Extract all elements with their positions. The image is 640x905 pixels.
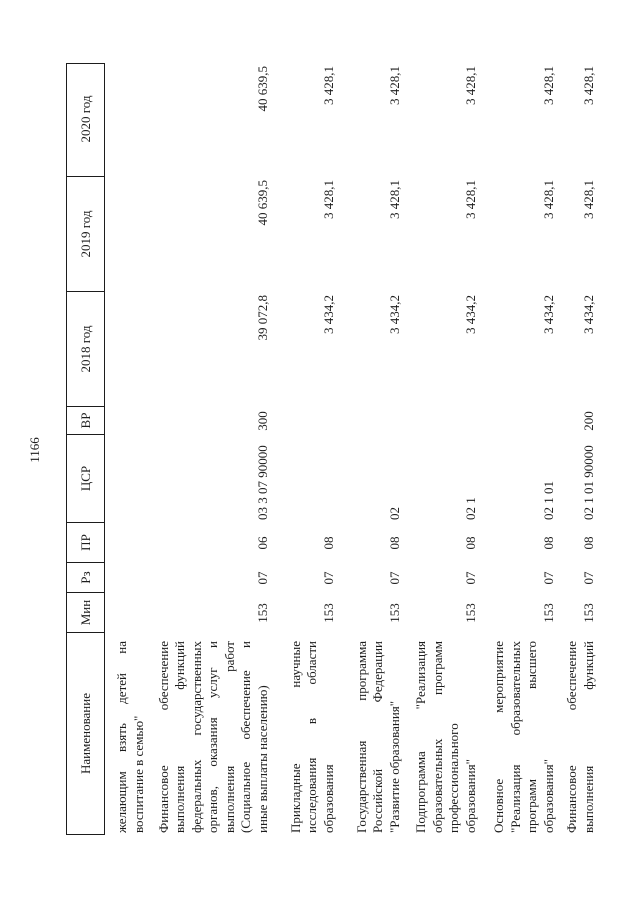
cell-y2020: 3 428,1 — [386, 66, 402, 105]
row-name: Финансовое обеспечение выполнения функций фе… — [155, 641, 270, 833]
cell-y2019: 40 639,5 — [254, 180, 270, 226]
header-cell-2018: 2018 год — [67, 291, 104, 406]
cell-y2018: 3 434,2 — [320, 295, 336, 334]
table-row: Финансовое обеспечение выполнения функций фе… — [147, 63, 271, 835]
cell-min: 153 — [580, 603, 596, 623]
cell-rz: 07 — [580, 571, 596, 585]
cell-min: 153 — [386, 603, 402, 623]
cell-rz: 07 — [462, 571, 478, 585]
cell-min: 153 — [320, 603, 336, 623]
cell-y2018: 39 072,8 — [254, 295, 270, 341]
header-cell-2019: 2019 год — [67, 176, 104, 291]
header-cell-2020: 2020 год — [77, 95, 93, 143]
cell-rz: 07 — [386, 571, 402, 585]
cell-min: 153 — [462, 603, 478, 623]
row-name: Подпрограмма "Реализация образовательных пр… — [413, 641, 478, 833]
row-name: желающим взять детей на воспитание в семью" — [114, 641, 146, 833]
table-row: Государственная программа Российской Федера… — [337, 63, 403, 835]
cell-y2020: 40 639,5 — [254, 66, 270, 112]
row-name: Государственная программа Российской Федера… — [353, 641, 402, 833]
cell-csr: 02 1 01 90000 — [580, 445, 596, 520]
cell-pr: 08 — [386, 536, 402, 550]
cell-csr: 02 1 — [462, 497, 478, 520]
row-name: Основное мероприятие "Реализация образовате… — [491, 641, 556, 833]
header-cell-name: Наименование — [67, 632, 104, 834]
cell-y2018: 3 434,2 — [462, 295, 478, 334]
header-cell-csr: ЦСР — [67, 434, 104, 522]
cell-min: 153 — [254, 603, 270, 623]
table-row: Финансовое обеспечение выполнения функций 15… — [557, 63, 597, 835]
cell-vr: 200 — [580, 411, 596, 431]
cell-y2019: 3 428,1 — [462, 180, 478, 219]
cell-rz: 07 — [254, 571, 270, 585]
header-cell-pr: ПР — [67, 522, 104, 562]
table-row: Подпрограмма "Реализация образовательных пр… — [403, 63, 479, 835]
cell-vr: 300 — [254, 411, 270, 431]
cell-min: 153 — [540, 603, 556, 623]
table-row: Основное мероприятие "Реализация образовате… — [479, 63, 557, 835]
budget-table: Наименование Мин Рз ПР ЦСР ВР 2018 год 2… — [66, 63, 640, 835]
cell-y2019: 3 428,1 — [540, 180, 556, 219]
cell-rz: 07 — [320, 571, 336, 585]
cell-pr: 08 — [320, 536, 336, 550]
row-name: Финансовое обеспечение выполнения функций — [564, 641, 596, 833]
cell-rz: 07 — [540, 571, 556, 585]
cell-y2019: 3 428,1 — [320, 180, 336, 219]
cell-csr: 02 1 01 — [540, 481, 556, 520]
table-row: Прикладные научные исследования в области обр… — [271, 63, 337, 835]
header-cell-min: Мин — [67, 592, 104, 632]
cell-y2019: 3 428,1 — [580, 180, 596, 219]
cell-y2020: 3 428,1 — [540, 66, 556, 105]
cell-csr: 03 3 07 90000 — [254, 445, 270, 520]
cell-y2018: 3 434,2 — [580, 295, 596, 334]
header-cell-vr: ВР — [67, 406, 104, 434]
cell-y2020: 3 428,1 — [580, 66, 596, 105]
cell-y2018: 3 434,2 — [386, 295, 402, 334]
cell-pr: 08 — [580, 536, 596, 550]
table-row: желающим взять детей на воспитание в семью" — [105, 63, 147, 835]
table-body: желающим взять детей на воспитание в семью" Ф… — [105, 63, 597, 835]
page-number: 1166 — [27, 437, 42, 463]
header-cell-rz: Рз — [67, 562, 104, 592]
cell-y2019: 3 428,1 — [386, 180, 402, 219]
cell-y2020: 3 428,1 — [462, 66, 478, 105]
cell-pr: 08 — [462, 536, 478, 550]
row-name: Прикладные научные исследования в области обр… — [287, 641, 336, 833]
cell-pr: 06 — [254, 536, 270, 550]
table-header-row: Наименование Мин Рз ПР ЦСР ВР 2018 год 2… — [66, 63, 105, 835]
cell-y2020: 3 428,1 — [320, 66, 336, 105]
cell-pr: 08 — [540, 536, 556, 550]
cell-y2018: 3 434,2 — [540, 295, 556, 334]
cell-csr: 02 — [386, 507, 402, 520]
